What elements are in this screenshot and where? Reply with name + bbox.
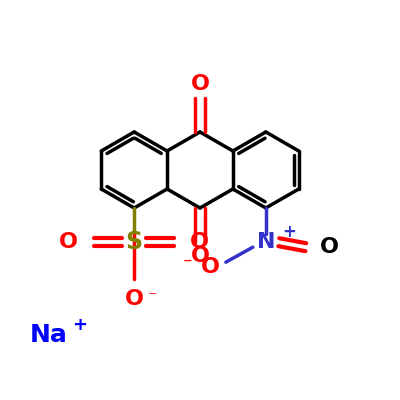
Text: Na: Na bbox=[30, 323, 68, 347]
Text: O: O bbox=[190, 232, 209, 252]
Text: O: O bbox=[201, 257, 220, 277]
Text: O: O bbox=[125, 289, 144, 309]
Text: O: O bbox=[320, 237, 339, 257]
Text: +: + bbox=[282, 223, 296, 241]
Text: ⁻: ⁻ bbox=[183, 256, 193, 274]
Text: O: O bbox=[59, 232, 78, 252]
Text: O: O bbox=[190, 246, 210, 266]
Text: S: S bbox=[126, 230, 143, 254]
Text: +: + bbox=[72, 316, 87, 334]
Text: N: N bbox=[256, 232, 275, 252]
Text: ⁻: ⁻ bbox=[148, 289, 158, 307]
Text: O: O bbox=[190, 74, 210, 94]
